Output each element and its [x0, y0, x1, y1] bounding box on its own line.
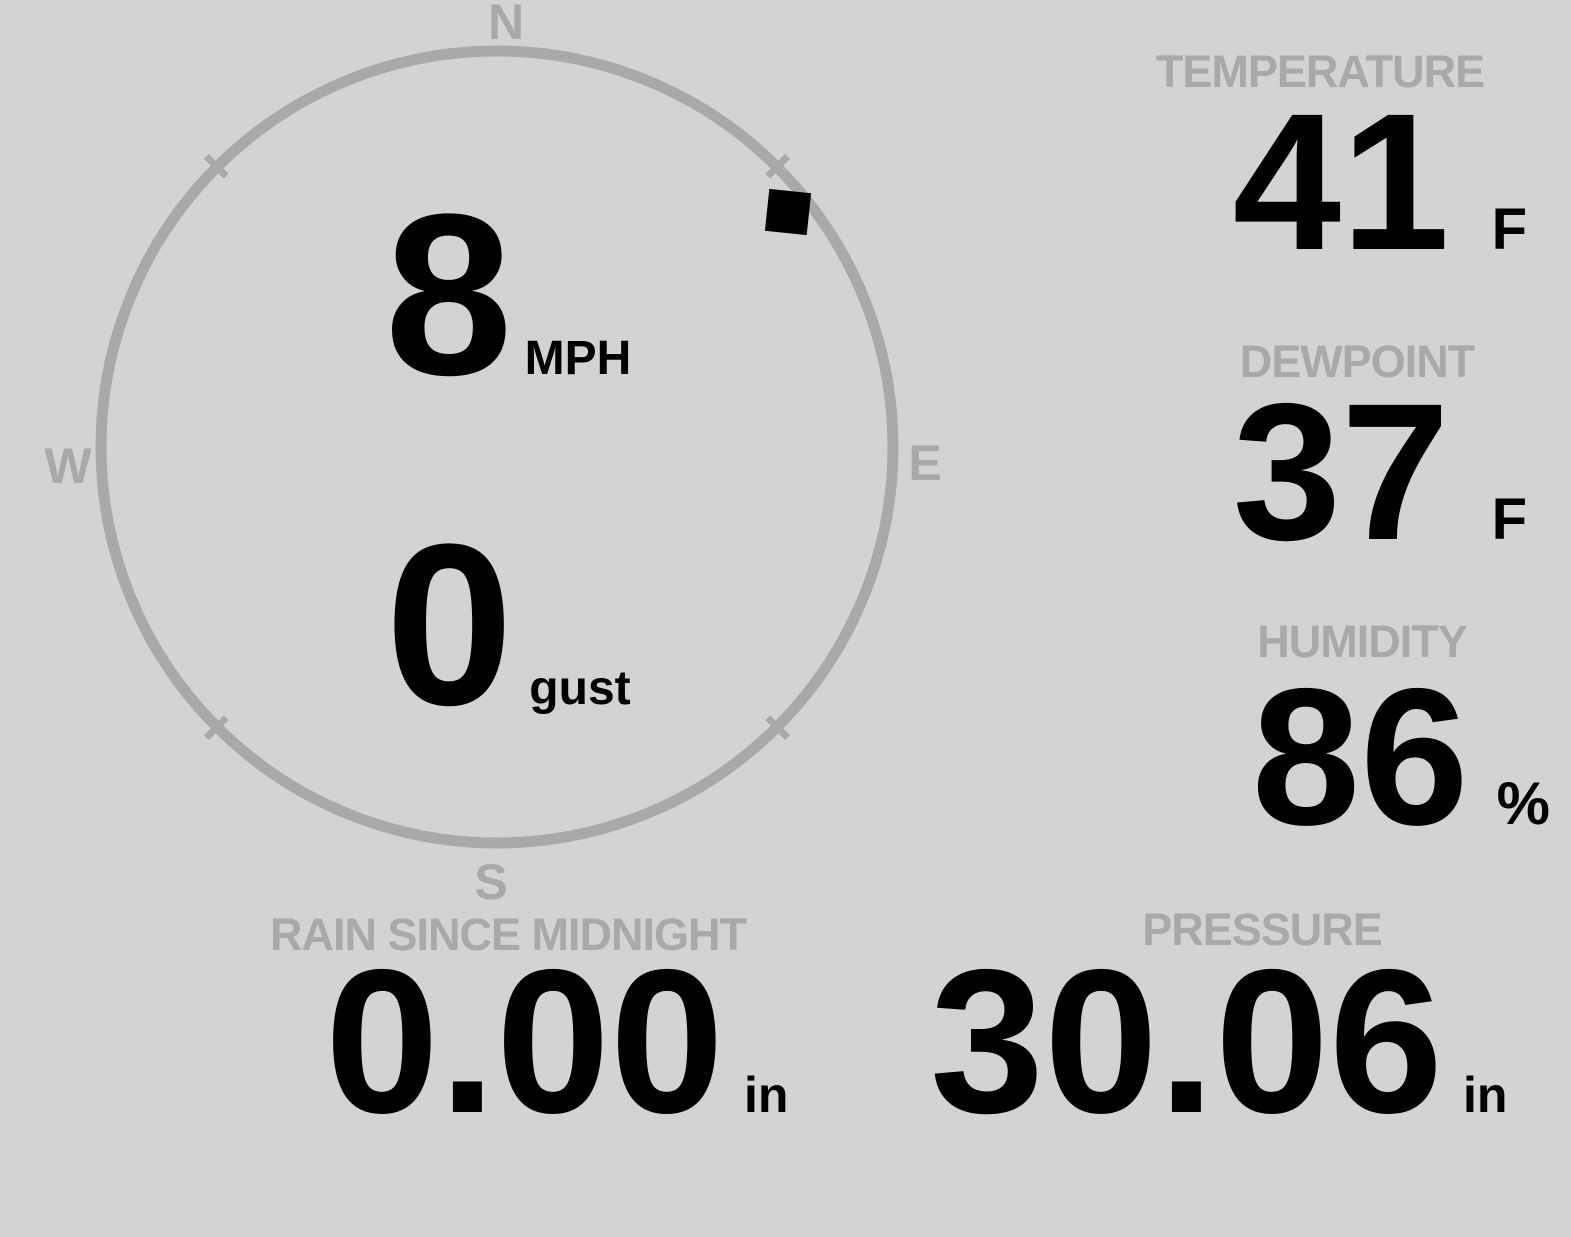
wind-gust-readout: 0 gust [92, 510, 902, 740]
humidity-readout: 86 % [1252, 660, 1550, 855]
rain-unit: in [744, 1067, 789, 1123]
wind-speed-readout: 8 MPH [92, 180, 902, 410]
pressure-label: PRESSURE [1142, 904, 1383, 955]
compass-ring [95, 45, 899, 849]
wind-speed-value: 8 [384, 166, 513, 423]
rain-value: 0.00 [325, 927, 724, 1156]
temperature-label: TEMPERATURE [1155, 46, 1485, 97]
rain-label: RAIN SINCE MIDNIGHT [270, 909, 747, 960]
temperature-readout: 41 F [1233, 85, 1527, 280]
compass-label-west: W [44, 438, 92, 494]
wind-compass-gauge: N E S W 8 MPH 0 gust [44, 0, 941, 907]
wind-gust-value: 0 [385, 496, 514, 753]
temperature-unit: F [1491, 197, 1527, 262]
wind-gust-unit: gust [529, 662, 631, 715]
temperature-value: 41 [1232, 73, 1450, 291]
compass-intercardinal-ticks [203, 153, 791, 741]
humidity-value: 86 [1251, 648, 1469, 866]
compass-circle [95, 45, 899, 849]
wind-speed-unit: MPH [524, 332, 632, 385]
dewpoint-unit: F [1491, 487, 1527, 552]
dewpoint-label: DEWPOINT [1239, 336, 1475, 387]
compass-label-south: S [474, 854, 508, 910]
compass-label-north: N [487, 0, 525, 50]
pressure-value: 30.06 [930, 927, 1444, 1156]
pressure-readout: 30.06 in [930, 939, 1507, 1144]
humidity-label: HUMIDITY [1257, 616, 1467, 667]
dewpoint-readout: 37 F [1233, 375, 1527, 570]
dewpoint-value: 37 [1232, 363, 1450, 581]
compass-label-east: E [908, 435, 942, 491]
humidity-unit: % [1496, 770, 1550, 837]
rain-readout: 0.00 in [325, 939, 788, 1144]
pressure-unit: in [1463, 1067, 1508, 1123]
